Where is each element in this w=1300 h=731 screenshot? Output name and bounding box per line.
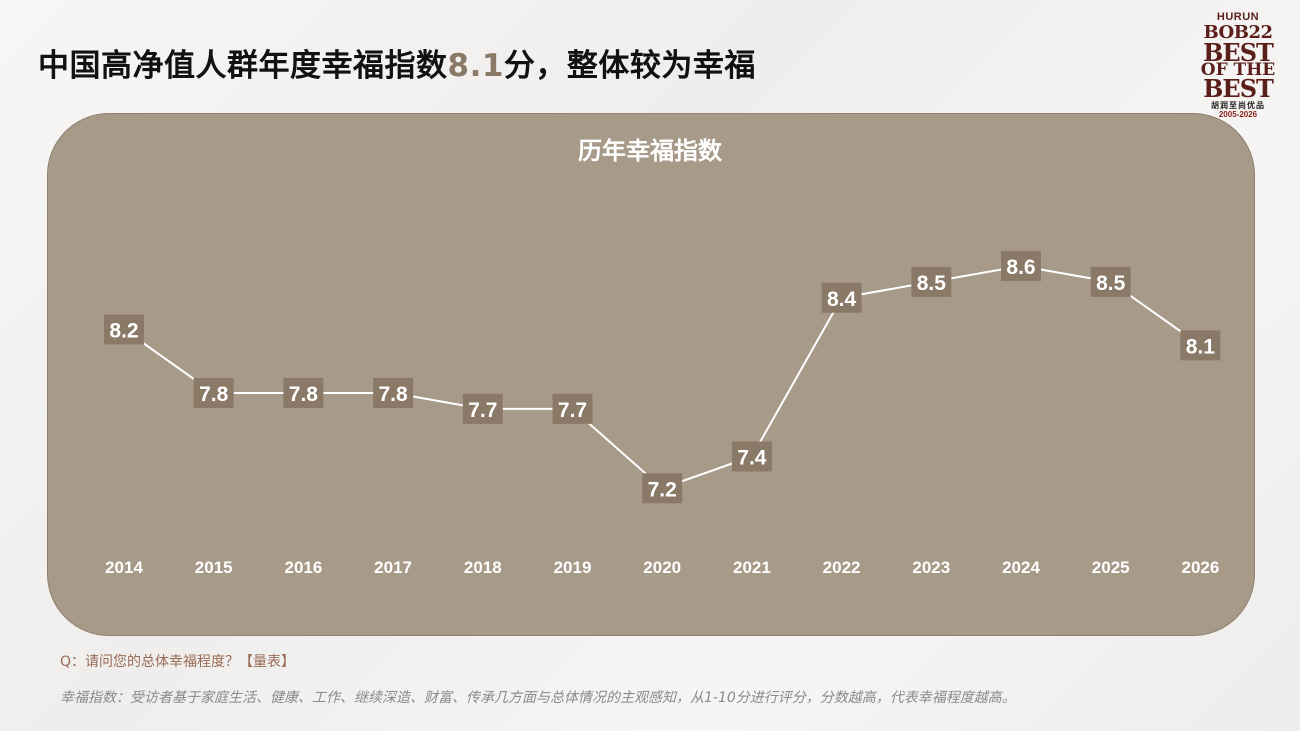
data-label-value: 8.4 [827, 288, 857, 311]
title-highlight-score: 8.1 [447, 48, 504, 84]
logo-cn: 胡润至尚优品 [1211, 100, 1265, 110]
data-label-value: 8.2 [109, 320, 138, 343]
data-label-box [193, 378, 234, 408]
data-label-box [911, 266, 952, 297]
data-label-box [1180, 330, 1221, 361]
title-text-before: 中国高净值人群年度幸福指数 [38, 48, 448, 84]
chart-panel [47, 113, 1255, 636]
data-label-2023: 8.5 [911, 266, 952, 297]
data-label-2019: 7.7 [552, 393, 593, 424]
x-tick-label-2020: 2020 [643, 558, 681, 577]
x-tick-label-2017: 2017 [374, 558, 412, 577]
logo-bob: BOB22 [1203, 22, 1274, 43]
survey-question: Q：请问您的总体幸福程度？【量表】 [60, 654, 296, 670]
page-title: 中国高净值人群年度幸福指数8.1分，整体较为幸福 [38, 40, 756, 85]
logo-years: 2005-2026 [1218, 109, 1258, 119]
x-tick-label-2019: 2019 [554, 558, 592, 577]
logo-best-1: BEST [1203, 38, 1274, 67]
data-label-value: 8.6 [1006, 256, 1035, 279]
data-label-2017: 7.8 [373, 378, 414, 408]
index-definition-note: 幸福指数：受访者基于家庭生活、健康、工作、继续深造、财富、传承几方面与总体情况的… [60, 690, 1016, 706]
data-label-value: 7.8 [199, 383, 229, 406]
hurun-bob-logo: HURUN BOB22 BEST OF THE BEST 胡润至尚优品 2005… [1196, 12, 1280, 124]
x-tick-label-2022: 2022 [823, 558, 861, 577]
data-label-2018: 7.7 [462, 393, 503, 424]
x-tick-label-2023: 2023 [912, 558, 950, 577]
data-label-value: 7.4 [737, 447, 767, 470]
data-label-box [373, 378, 414, 408]
data-label-box [104, 314, 144, 345]
data-label-value: 8.5 [917, 272, 947, 295]
data-label-value: 8.1 [1186, 335, 1216, 358]
data-label-2015: 7.8 [193, 378, 234, 408]
data-label-2024: 8.6 [1001, 251, 1041, 281]
x-tick-label-2018: 2018 [464, 558, 502, 577]
data-label-box [1090, 266, 1131, 297]
chart-title: 历年幸福指数 [578, 137, 722, 165]
data-label-2020: 7.2 [642, 473, 683, 504]
x-tick-label-2015: 2015 [195, 558, 233, 577]
data-label-box [552, 393, 593, 424]
data-label-2022: 8.4 [821, 282, 862, 313]
data-label-value: 7.2 [648, 478, 677, 501]
x-tick-label-2014: 2014 [105, 558, 143, 577]
data-label-box [283, 378, 324, 408]
title-text-after: 分，整体较为幸福 [503, 48, 756, 84]
x-tick-label-2021: 2021 [733, 558, 771, 577]
data-label-2014: 8.2 [104, 314, 144, 345]
data-label-box [1001, 251, 1041, 281]
x-tick-label-2016: 2016 [284, 558, 322, 577]
data-label-box [462, 393, 503, 424]
logo-of-the: OF THE [1200, 60, 1276, 81]
data-label-2016: 7.8 [283, 378, 324, 408]
data-label-value: 7.7 [558, 399, 587, 422]
data-label-box [821, 282, 862, 313]
data-label-value: 7.7 [468, 399, 497, 422]
data-label-box [731, 441, 772, 472]
happiness-series-line [123, 264, 1201, 490]
data-label-2026: 8.1 [1180, 330, 1221, 361]
data-label-value: 7.8 [378, 383, 408, 406]
x-tick-label-2024: 2024 [1002, 558, 1040, 577]
data-label-2025: 8.5 [1090, 266, 1131, 297]
data-label-2021: 7.4 [731, 441, 772, 472]
data-label-value: 7.8 [289, 383, 319, 406]
data-label-value: 8.5 [1096, 272, 1126, 295]
x-tick-label-2025: 2025 [1092, 558, 1130, 577]
data-label-box [642, 473, 683, 504]
logo-brand: HURUN [1216, 11, 1260, 23]
x-tick-label-2026: 2026 [1181, 558, 1219, 577]
logo-best-2: BEST [1203, 74, 1274, 104]
